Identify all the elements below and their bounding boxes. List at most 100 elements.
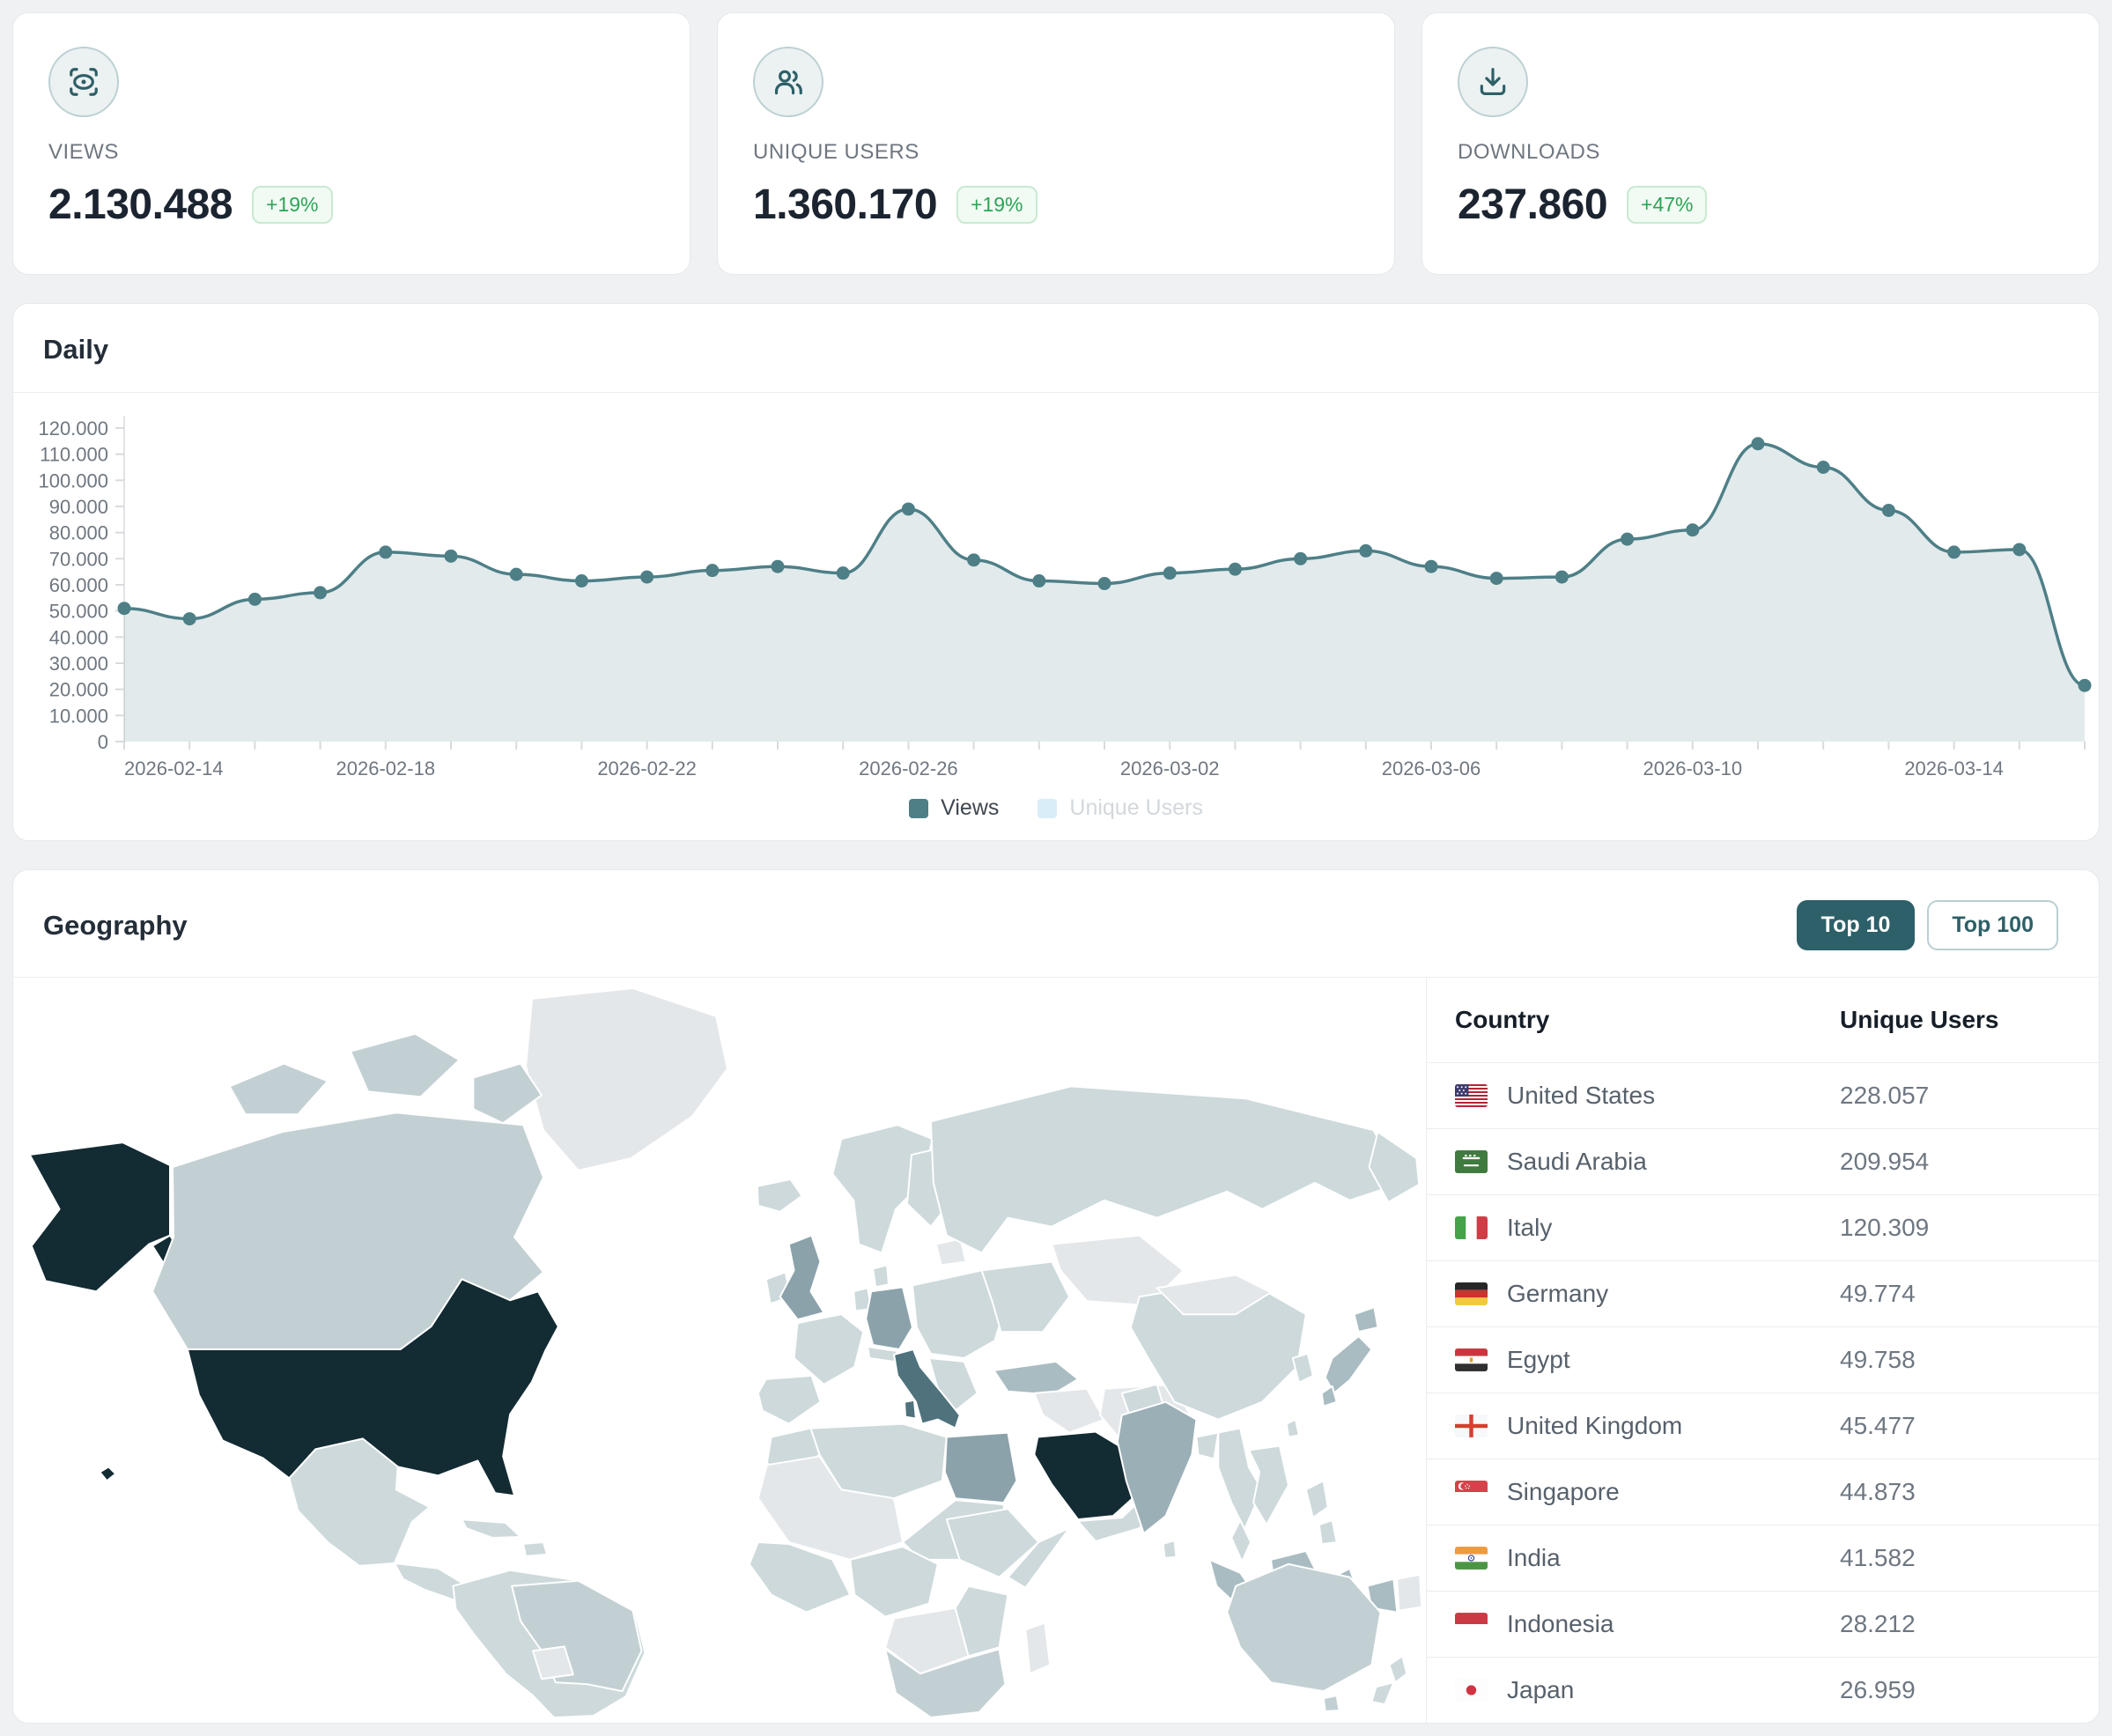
svg-text:90.000: 90.000 xyxy=(49,496,108,518)
map-region-kyushu xyxy=(1320,1385,1338,1407)
downloads-icon-circle xyxy=(1458,47,1528,117)
map-region-sardinia xyxy=(904,1399,917,1420)
map-region-australia xyxy=(1226,1562,1382,1693)
map-country-india[interactable] xyxy=(1116,1400,1198,1534)
stat-cards: VIEWS 2.130.488 +19% UNIQUE USERS 1.360.… xyxy=(12,12,2100,275)
country-name: Japan xyxy=(1507,1676,1575,1703)
table-row: Italy 120.309 xyxy=(1427,1195,2099,1261)
map-country-united-states[interactable] xyxy=(186,1278,559,1497)
map-region-mexico xyxy=(288,1437,431,1567)
map-region-hawaii xyxy=(99,1466,117,1482)
table-row: India 41.582 xyxy=(1427,1525,2099,1592)
svg-text:60.000: 60.000 xyxy=(49,574,108,596)
top-10-button[interactable]: Top 10 xyxy=(1796,900,1916,950)
stat-delta-badge: +47% xyxy=(1627,186,1708,224)
map-region-tasmania xyxy=(1322,1695,1340,1713)
stat-card-unique-users: UNIQUE USERS 1.360.170 +19% xyxy=(717,12,1395,275)
map-region-iberia xyxy=(757,1374,822,1425)
map-country-alaska[interactable] xyxy=(28,1141,171,1293)
table-row: Egypt 49.758 xyxy=(1427,1327,2099,1393)
unique-users-value: 209.954 xyxy=(1840,1148,1930,1175)
chart-legend: Views Unique Users xyxy=(13,787,2099,840)
map-region-korea xyxy=(1291,1352,1314,1384)
unique-users-value: 120.309 xyxy=(1840,1214,1930,1241)
map-region-alps xyxy=(867,1346,899,1363)
svg-text:2026-03-10: 2026-03-10 xyxy=(1643,757,1743,779)
country-name: Singapore xyxy=(1507,1478,1620,1505)
map-region-china xyxy=(1129,1278,1307,1421)
svg-text:70.000: 70.000 xyxy=(49,548,108,570)
map-region-turkey xyxy=(993,1360,1080,1396)
users-icon xyxy=(774,70,802,95)
world-map xyxy=(13,978,1427,1723)
map-country-germany[interactable] xyxy=(865,1286,913,1350)
map-region-vietnam xyxy=(1248,1444,1289,1526)
table-row: Singapore 44.873 xyxy=(1427,1459,2099,1525)
unique-users-column-header: Unique Users xyxy=(1840,1006,1999,1033)
map-region-brazil xyxy=(511,1579,643,1693)
map-region-arctic-island xyxy=(472,1062,543,1125)
map-region-taiwan xyxy=(1285,1418,1300,1438)
daily-panel: Daily 0 10.000 20.000 30.000 40.000 50.000 60.… xyxy=(12,303,2100,841)
unique-users-value: 28.212 xyxy=(1840,1610,1916,1637)
map-country-japan[interactable] xyxy=(1324,1335,1373,1394)
users-icon-circle xyxy=(753,47,823,117)
map-region-hokkaido xyxy=(1353,1306,1379,1333)
map-region-baltics xyxy=(934,1237,967,1267)
unique-users-legend-swatch xyxy=(1038,798,1058,818)
us-flag-icon xyxy=(1455,1084,1488,1107)
map-country-italy[interactable] xyxy=(893,1348,961,1429)
download-icon xyxy=(1480,68,1506,96)
table-row: Germany 49.774 xyxy=(1427,1261,2099,1327)
map-region-png xyxy=(1396,1573,1422,1612)
table-row: United Kingdom 45.477 xyxy=(1427,1393,2099,1459)
map-country-egypt[interactable] xyxy=(943,1431,1018,1504)
country-name: Indonesia xyxy=(1507,1610,1614,1637)
sa-flag-icon xyxy=(1455,1150,1488,1173)
unique-users-value: 49.758 xyxy=(1840,1346,1916,1373)
map-region-france xyxy=(793,1313,865,1385)
map-region-bolivia xyxy=(532,1645,574,1681)
de-flag-icon xyxy=(1455,1282,1488,1305)
unique-users-legend-label: Unique Users xyxy=(1069,795,1203,820)
map-region-madagascar xyxy=(1024,1621,1052,1675)
country-name: United States xyxy=(1507,1082,1656,1109)
svg-text:0: 0 xyxy=(98,731,108,753)
map-region-nigeria xyxy=(849,1545,939,1618)
stat-card-views: VIEWS 2.130.488 +19% xyxy=(12,12,690,275)
map-region-myanmar-thailand xyxy=(1217,1427,1264,1531)
stat-value: 2.130.488 xyxy=(48,181,233,228)
map-region-denmark xyxy=(872,1264,890,1289)
map-region-bangladesh xyxy=(1195,1431,1220,1460)
geography-panel-title: Geography xyxy=(43,909,188,941)
gb-flag-icon xyxy=(1455,1415,1488,1437)
svg-text:2026-03-02: 2026-03-02 xyxy=(1120,757,1220,779)
svg-text:20.000: 20.000 xyxy=(49,679,108,701)
svg-text:2026-03-14: 2026-03-14 xyxy=(1904,757,2004,779)
map-country-united-kingdom[interactable] xyxy=(779,1234,825,1321)
views-legend-swatch xyxy=(909,798,929,818)
legend-item-views[interactable]: Views xyxy=(909,795,999,821)
country-name: United Kingdom xyxy=(1507,1412,1683,1439)
unique-users-value: 49.774 xyxy=(1840,1280,1916,1307)
it-flag-icon xyxy=(1455,1216,1488,1239)
map-region-siberia-east xyxy=(1368,1131,1421,1203)
stat-label: VIEWS xyxy=(48,140,119,164)
daily-chart[interactable]: 0 10.000 20.000 30.000 40.000 50.000 60.000 70.… xyxy=(17,402,2097,782)
country-name: Saudi Arabia xyxy=(1507,1148,1647,1175)
map-region-east-africa xyxy=(954,1585,1009,1658)
unique-users-value: 45.477 xyxy=(1840,1412,1916,1439)
table-row: United States 228.057 xyxy=(1427,1063,2099,1129)
country-name: Italy xyxy=(1507,1214,1553,1241)
views-icon-circle xyxy=(48,47,119,117)
table-row: Japan 26.959 xyxy=(1427,1658,2099,1723)
legend-item-unique-users[interactable]: Unique Users xyxy=(1038,795,1203,821)
map-region-sri-lanka xyxy=(1162,1539,1178,1559)
top-100-button[interactable]: Top 100 xyxy=(1927,900,2058,950)
sg-flag-icon xyxy=(1455,1481,1488,1503)
unique-users-value: 228.057 xyxy=(1840,1082,1930,1109)
svg-text:40.000: 40.000 xyxy=(49,626,108,648)
svg-text:2026-02-18: 2026-02-18 xyxy=(336,757,436,779)
map-region-arctic-island xyxy=(228,1062,329,1116)
